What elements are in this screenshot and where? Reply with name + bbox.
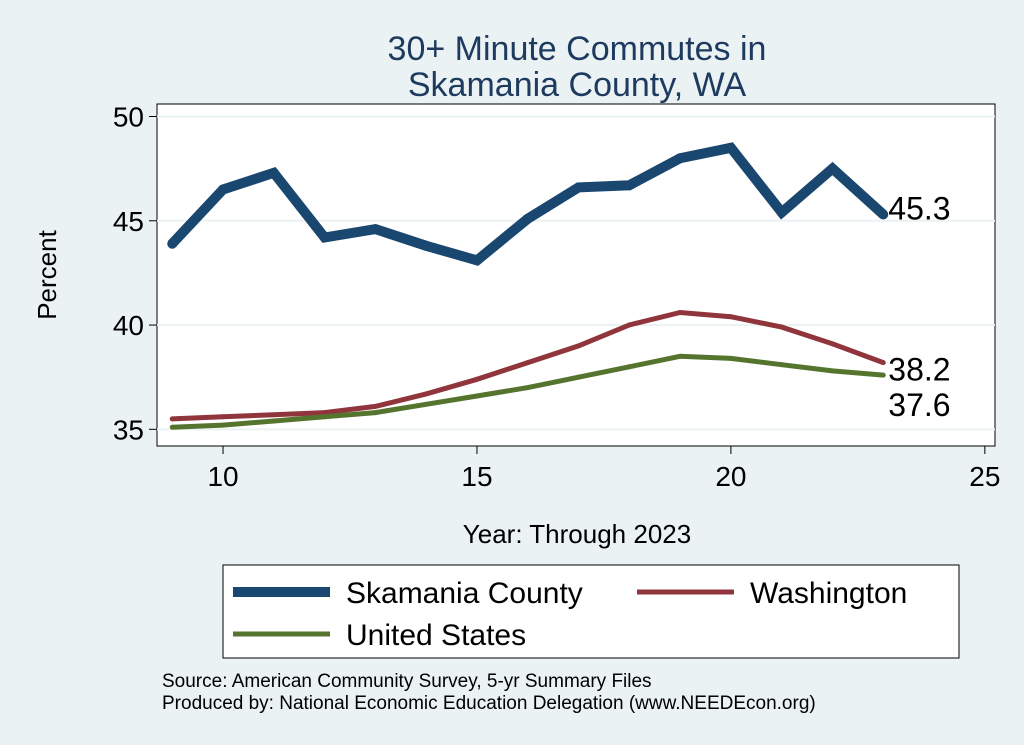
plot-area xyxy=(156,103,996,447)
data-point-united-states xyxy=(829,368,835,374)
data-point-united-states xyxy=(779,362,785,368)
data-point-washington xyxy=(372,403,378,409)
source-line-2: Produced by: National Economic Education… xyxy=(162,693,816,714)
series-lines xyxy=(167,142,889,430)
end-label-skamania-county: 45.3 xyxy=(888,191,950,227)
data-point-washington xyxy=(880,360,886,366)
source-line-1: Source: American Community Survey, 5-yr … xyxy=(162,671,652,692)
data-point-skamania-county xyxy=(624,180,635,191)
data-point-united-states xyxy=(677,353,683,359)
data-point-skamania-county xyxy=(167,238,178,249)
legend-label-washington: Washington xyxy=(750,577,907,610)
legend-label-united-states: United States xyxy=(346,619,526,652)
data-point-washington xyxy=(474,376,480,382)
data-point-skamania-county xyxy=(218,184,229,195)
data-point-united-states xyxy=(880,372,886,378)
data-point-skamania-county xyxy=(675,153,686,164)
data-point-united-states xyxy=(728,355,734,361)
data-point-skamania-county xyxy=(827,163,838,174)
data-point-skamania-county xyxy=(573,182,584,193)
data-point-united-states xyxy=(220,422,226,428)
data-point-washington xyxy=(677,310,683,316)
axes: 35 40 45 50 10 15 20 25 xyxy=(113,102,1001,492)
end-labels: 45.3 38.237.6 xyxy=(888,191,950,424)
gridlines xyxy=(157,115,995,431)
x-tick-label-25: 25 xyxy=(969,461,1000,492)
chart-title-line-1: 30+ Minute Commutes in xyxy=(388,30,767,68)
y-axis-title: Percent xyxy=(32,229,62,319)
data-point-united-states xyxy=(372,410,378,416)
data-point-skamania-county xyxy=(319,232,330,243)
legend-label-skamania-county: Skamania County xyxy=(346,577,583,610)
data-point-skamania-county xyxy=(878,209,889,220)
data-point-skamania-county xyxy=(471,255,482,266)
data-point-washington xyxy=(525,360,531,366)
data-point-washington xyxy=(423,391,429,397)
x-tick-label-20: 20 xyxy=(715,461,746,492)
data-point-united-states xyxy=(271,418,277,424)
data-point-skamania-county xyxy=(725,142,736,153)
x-tick-label-10: 10 xyxy=(207,461,238,492)
legend: Skamania County Washington United States xyxy=(233,577,907,652)
data-point-united-states xyxy=(322,414,328,420)
data-point-skamania-county xyxy=(776,207,787,218)
data-point-washington xyxy=(728,314,734,320)
data-point-washington xyxy=(576,343,582,349)
data-point-skamania-county xyxy=(421,240,432,251)
y-tick-label-50: 50 xyxy=(113,102,144,133)
data-point-united-states xyxy=(474,393,480,399)
data-point-skamania-county xyxy=(370,224,381,235)
data-point-skamania-county xyxy=(522,213,533,224)
chart-title-line-2: Skamania County, WA xyxy=(408,66,747,104)
data-point-united-states xyxy=(576,374,582,380)
x-axis-title: Year: Through 2023 xyxy=(463,519,691,549)
data-point-washington xyxy=(779,324,785,330)
data-point-washington xyxy=(169,416,175,422)
data-point-united-states xyxy=(169,424,175,430)
data-point-united-states xyxy=(626,364,632,370)
data-point-washington xyxy=(322,410,328,416)
y-tick-label-40: 40 xyxy=(113,310,144,341)
y-tick-label-35: 35 xyxy=(113,414,144,445)
data-point-washington xyxy=(829,341,835,347)
x-tick-label-15: 15 xyxy=(461,461,492,492)
end-label-washington: 38.2 xyxy=(888,352,950,388)
legend-box xyxy=(222,564,960,659)
data-point-washington xyxy=(220,414,226,420)
y-tick-label-45: 45 xyxy=(113,206,144,237)
end-label-united-states: 37.6 xyxy=(888,387,950,423)
data-point-united-states xyxy=(525,385,531,391)
data-point-united-states xyxy=(423,401,429,407)
data-point-skamania-county xyxy=(268,167,279,178)
data-point-washington xyxy=(626,322,632,328)
data-point-washington xyxy=(271,412,277,418)
